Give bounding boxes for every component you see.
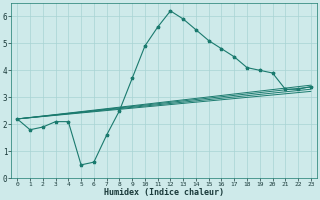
X-axis label: Humidex (Indice chaleur): Humidex (Indice chaleur) (104, 188, 224, 197)
